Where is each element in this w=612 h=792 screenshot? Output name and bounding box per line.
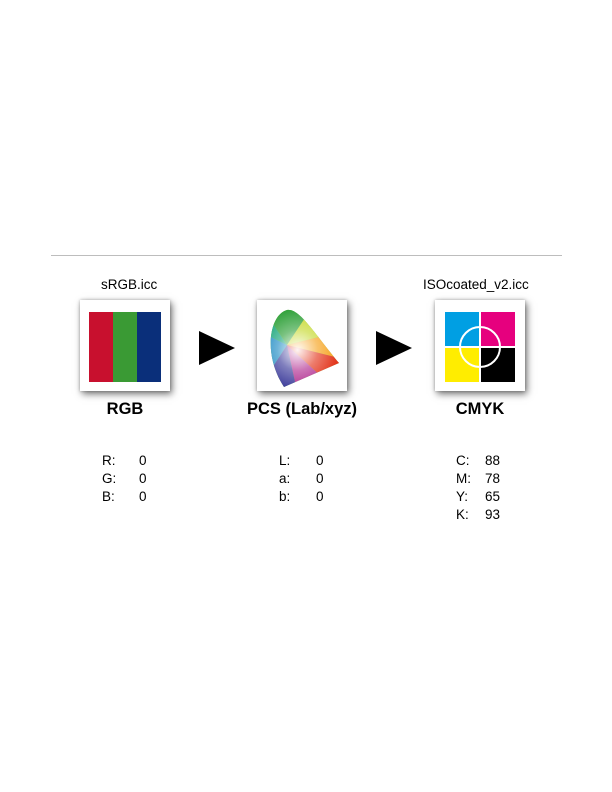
rgb-bars-icon	[89, 312, 161, 382]
arrow-right-icon	[376, 331, 412, 365]
pcs-values: L: 0 a: 0 b: 0	[279, 452, 324, 506]
cmyk-swatch-card	[435, 300, 525, 391]
rgb-swatch-card	[80, 300, 170, 391]
pcs-title: PCS (Lab/xyz)	[246, 400, 358, 418]
rgb-profile-label: sRGB.icc	[101, 277, 158, 292]
rgb-value-row-g: G: 0	[102, 471, 147, 486]
pcs-value-row-l: L: 0	[279, 453, 324, 468]
pcs-chromaticity-card	[257, 300, 347, 391]
horizontal-divider	[51, 255, 562, 256]
chromaticity-diagram-icon	[270, 309, 340, 387]
rgb-values: R: 0 G: 0 B: 0	[102, 452, 147, 506]
cmyk-value-row-c: C: 88	[456, 453, 501, 468]
pcs-value-row-a: a: 0	[279, 471, 324, 486]
arrow-right-icon	[199, 331, 235, 365]
cmyk-values: C: 88 M: 78 Y: 65 K: 93	[456, 452, 500, 524]
cmyk-title: CMYK	[455, 400, 505, 418]
cmyk-profile-label: ISOcoated_v2.icc	[423, 277, 529, 292]
cmyk-registration-icon	[445, 312, 515, 382]
cmyk-value-row-m: M: 78	[456, 471, 501, 486]
cmyk-value-row-k: K: 93	[456, 507, 501, 522]
pcs-value-row-b: b: 0	[279, 489, 324, 504]
rgb-value-row-b: B: 0	[102, 489, 147, 504]
rgb-title: RGB	[106, 400, 144, 418]
cmyk-value-row-y: Y: 65	[456, 489, 501, 504]
rgb-value-row-r: R: 0	[102, 453, 147, 468]
